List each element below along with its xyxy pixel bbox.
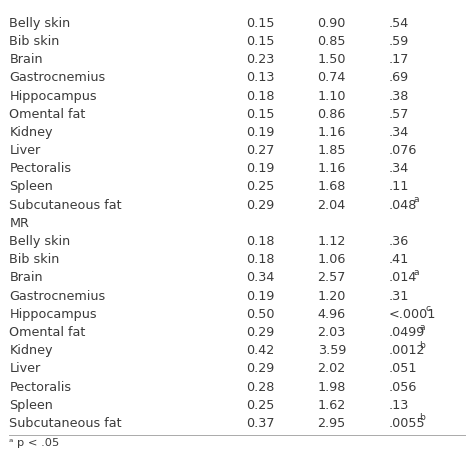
Text: .051: .051 — [389, 362, 417, 375]
Text: 2.04: 2.04 — [318, 199, 346, 212]
Text: Pectoralis: Pectoralis — [9, 162, 72, 175]
Text: Brain: Brain — [9, 272, 43, 284]
Text: .41: .41 — [389, 253, 409, 266]
Text: 1.20: 1.20 — [318, 290, 346, 302]
Text: 0.25: 0.25 — [246, 399, 275, 412]
Text: 0.29: 0.29 — [246, 362, 275, 375]
Text: 0.18: 0.18 — [246, 235, 275, 248]
Text: a: a — [414, 268, 419, 277]
Text: 0.23: 0.23 — [246, 53, 275, 66]
Text: 2.95: 2.95 — [318, 417, 346, 430]
Text: 1.98: 1.98 — [318, 381, 346, 393]
Text: .13: .13 — [389, 399, 409, 412]
Text: <.0001: <.0001 — [389, 308, 436, 321]
Text: 0.42: 0.42 — [246, 344, 275, 357]
Text: .17: .17 — [389, 53, 409, 66]
Text: .0055: .0055 — [389, 417, 425, 430]
Text: 0.18: 0.18 — [246, 90, 275, 102]
Text: 0.29: 0.29 — [246, 199, 275, 212]
Text: Liver: Liver — [9, 144, 41, 157]
Text: .11: .11 — [389, 181, 409, 193]
Text: Subcutaneous fat: Subcutaneous fat — [9, 417, 122, 430]
Text: 0.90: 0.90 — [318, 17, 346, 30]
Text: Liver: Liver — [9, 362, 41, 375]
Text: 1.68: 1.68 — [318, 181, 346, 193]
Text: 1.85: 1.85 — [318, 144, 346, 157]
Text: b: b — [419, 341, 425, 350]
Text: 0.86: 0.86 — [318, 108, 346, 121]
Text: .57: .57 — [389, 108, 409, 121]
Text: Belly skin: Belly skin — [9, 17, 71, 30]
Text: 0.74: 0.74 — [318, 72, 346, 84]
Text: 1.16: 1.16 — [318, 162, 346, 175]
Text: .54: .54 — [389, 17, 409, 30]
Text: 3.59: 3.59 — [318, 344, 346, 357]
Text: 1.12: 1.12 — [318, 235, 346, 248]
Text: .048: .048 — [389, 199, 417, 212]
Text: .59: .59 — [389, 35, 409, 48]
Text: Spleen: Spleen — [9, 181, 54, 193]
Text: b: b — [419, 413, 425, 422]
Text: .076: .076 — [389, 144, 417, 157]
Text: 1.50: 1.50 — [318, 53, 346, 66]
Text: .056: .056 — [389, 381, 417, 393]
Text: Omental fat: Omental fat — [9, 108, 86, 121]
Text: MR: MR — [9, 217, 29, 230]
Text: .36: .36 — [389, 235, 409, 248]
Text: .0012: .0012 — [389, 344, 425, 357]
Text: Spleen: Spleen — [9, 399, 54, 412]
Text: 0.34: 0.34 — [246, 272, 275, 284]
Text: a: a — [414, 195, 419, 204]
Text: Omental fat: Omental fat — [9, 326, 86, 339]
Text: Bib skin: Bib skin — [9, 253, 60, 266]
Text: 1.10: 1.10 — [318, 90, 346, 102]
Text: Hippocampus: Hippocampus — [9, 90, 97, 102]
Text: 0.50: 0.50 — [246, 308, 275, 321]
Text: Subcutaneous fat: Subcutaneous fat — [9, 199, 122, 212]
Text: 0.19: 0.19 — [246, 126, 275, 139]
Text: 2.57: 2.57 — [318, 272, 346, 284]
Text: .34: .34 — [389, 126, 409, 139]
Text: 0.25: 0.25 — [246, 181, 275, 193]
Text: Gastrocnemius: Gastrocnemius — [9, 72, 106, 84]
Text: .38: .38 — [389, 90, 409, 102]
Text: Kidney: Kidney — [9, 344, 53, 357]
Text: Bib skin: Bib skin — [9, 35, 60, 48]
Text: 0.15: 0.15 — [246, 108, 275, 121]
Text: 1.62: 1.62 — [318, 399, 346, 412]
Text: 0.27: 0.27 — [246, 144, 275, 157]
Text: Kidney: Kidney — [9, 126, 53, 139]
Text: a: a — [419, 322, 425, 331]
Text: 1.06: 1.06 — [318, 253, 346, 266]
Text: 0.13: 0.13 — [246, 72, 275, 84]
Text: 0.37: 0.37 — [246, 417, 275, 430]
Text: 4.96: 4.96 — [318, 308, 346, 321]
Text: 0.19: 0.19 — [246, 290, 275, 302]
Text: .31: .31 — [389, 290, 409, 302]
Text: Brain: Brain — [9, 53, 43, 66]
Text: 1.16: 1.16 — [318, 126, 346, 139]
Text: 2.02: 2.02 — [318, 362, 346, 375]
Text: 0.15: 0.15 — [246, 35, 275, 48]
Text: .0499: .0499 — [389, 326, 425, 339]
Text: Hippocampus: Hippocampus — [9, 308, 97, 321]
Text: Belly skin: Belly skin — [9, 235, 71, 248]
Text: 0.15: 0.15 — [246, 17, 275, 30]
Text: 0.28: 0.28 — [246, 381, 275, 393]
Text: ᵃ p < .05: ᵃ p < .05 — [9, 438, 60, 448]
Text: 0.19: 0.19 — [246, 162, 275, 175]
Text: .014: .014 — [389, 272, 417, 284]
Text: 2.03: 2.03 — [318, 326, 346, 339]
Text: .69: .69 — [389, 72, 409, 84]
Text: 0.29: 0.29 — [246, 326, 275, 339]
Text: 0.85: 0.85 — [318, 35, 346, 48]
Text: .34: .34 — [389, 162, 409, 175]
Text: Gastrocnemius: Gastrocnemius — [9, 290, 106, 302]
Text: 0.18: 0.18 — [246, 253, 275, 266]
Text: Pectoralis: Pectoralis — [9, 381, 72, 393]
Text: c: c — [425, 304, 430, 313]
